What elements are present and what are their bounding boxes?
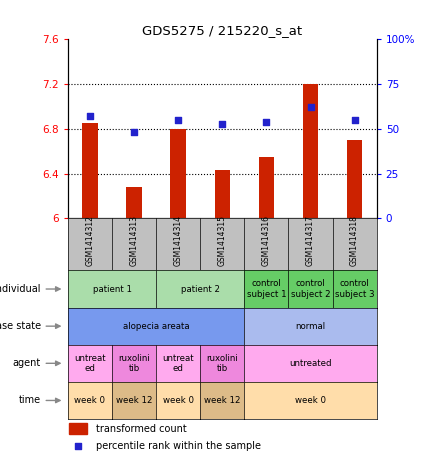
Text: disease state: disease state (0, 321, 41, 331)
Text: GSM1414318: GSM1414318 (350, 215, 359, 266)
Text: untreat
ed: untreat ed (74, 354, 106, 373)
Text: agent: agent (13, 358, 41, 368)
Point (307, 104, 314, 111)
Bar (215, 170, 230, 218)
Text: transformed count: transformed count (95, 424, 186, 434)
Text: week 12: week 12 (116, 396, 152, 405)
Bar (126, 187, 142, 218)
Point (263, 118, 270, 125)
Point (219, 120, 226, 127)
Bar (82, 123, 98, 218)
Text: ruxolini
tib: ruxolini tib (206, 354, 238, 373)
Point (74, 442, 81, 449)
Point (86, 113, 93, 120)
Bar (303, 84, 318, 218)
Point (175, 116, 182, 124)
Text: untreat
ed: untreat ed (162, 354, 194, 373)
Point (131, 129, 138, 136)
Text: patient 1: patient 1 (92, 284, 131, 294)
Text: GSM1414312: GSM1414312 (85, 215, 95, 266)
Text: normal: normal (296, 322, 325, 331)
Text: untreated: untreated (289, 359, 332, 368)
Text: week 12: week 12 (204, 396, 240, 405)
Text: week 0: week 0 (162, 396, 194, 405)
Text: control
subject 2: control subject 2 (291, 280, 330, 299)
Title: GDS5275 / 215220_s_at: GDS5275 / 215220_s_at (142, 24, 302, 37)
Text: time: time (18, 395, 41, 405)
Text: ruxolini
tib: ruxolini tib (118, 354, 150, 373)
Bar (259, 157, 274, 218)
Text: week 0: week 0 (74, 396, 106, 405)
Point (351, 116, 358, 124)
Text: alopecia areata: alopecia areata (123, 322, 189, 331)
Text: control
subject 1: control subject 1 (247, 280, 286, 299)
Text: GSM1414317: GSM1414317 (306, 215, 315, 266)
Text: patient 2: patient 2 (181, 284, 220, 294)
Text: GSM1414313: GSM1414313 (130, 215, 138, 266)
Text: week 0: week 0 (295, 396, 326, 405)
Bar (347, 140, 362, 218)
Bar (170, 129, 186, 218)
Text: individual: individual (0, 284, 41, 294)
Bar (69, 424, 87, 434)
Text: control
subject 3: control subject 3 (335, 280, 374, 299)
Text: percentile rank within the sample: percentile rank within the sample (95, 440, 261, 451)
Text: GSM1414315: GSM1414315 (218, 215, 227, 266)
Text: GSM1414314: GSM1414314 (174, 215, 183, 266)
Text: GSM1414316: GSM1414316 (262, 215, 271, 266)
